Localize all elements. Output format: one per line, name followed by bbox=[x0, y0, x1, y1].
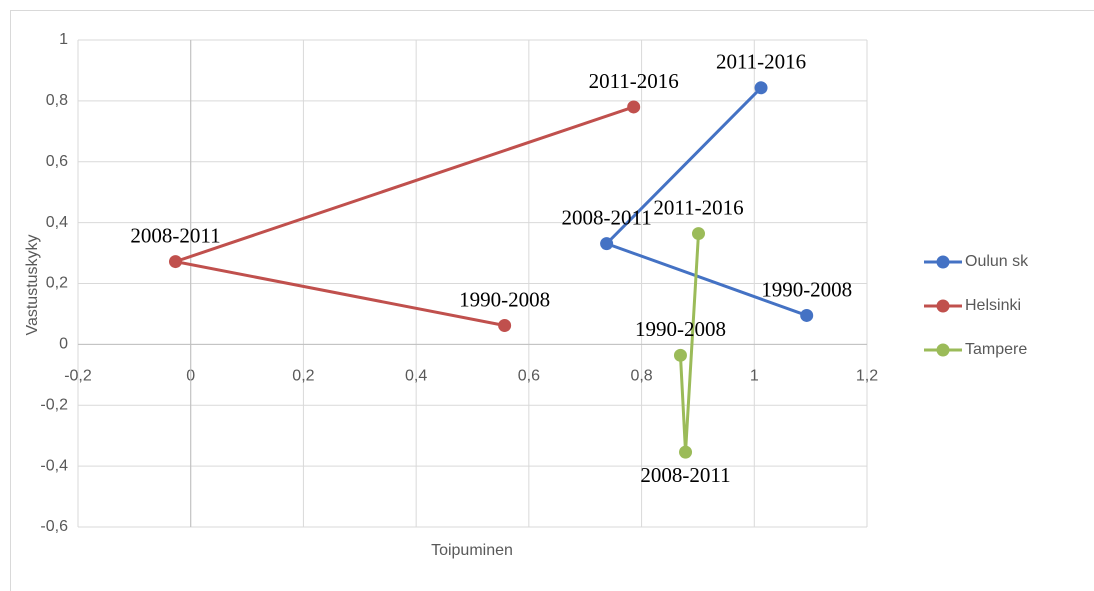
point bbox=[673, 348, 687, 362]
legend-marker bbox=[936, 299, 950, 313]
point-label: 2008-2011 bbox=[640, 463, 730, 487]
x-tick-label: 1,2 bbox=[856, 368, 878, 385]
point bbox=[600, 237, 614, 251]
legend-marker bbox=[936, 343, 950, 357]
point bbox=[754, 81, 768, 95]
x-tick-label: 0,4 bbox=[405, 368, 427, 385]
y-tick-label: 0,4 bbox=[46, 214, 68, 231]
y-tick-label: 0,6 bbox=[46, 153, 68, 170]
y-tick-label: -0,2 bbox=[40, 396, 68, 413]
point bbox=[691, 227, 705, 241]
y-tick-label: 0,2 bbox=[46, 275, 68, 292]
y-axis-title: Vastustuskyky bbox=[24, 234, 41, 335]
x-tick-label: 0,8 bbox=[630, 368, 652, 385]
point-label: 2008-2011 bbox=[130, 223, 220, 247]
series-line bbox=[678, 233, 700, 453]
point-label: 1990-2008 bbox=[459, 287, 550, 311]
point bbox=[679, 445, 693, 459]
legend-label: Helsinki bbox=[965, 297, 1021, 314]
y-tick-label: -0,4 bbox=[40, 457, 68, 474]
y-tick-label: -0,6 bbox=[40, 518, 68, 535]
chart-border bbox=[10, 10, 1094, 591]
x-axis-title: Toipuminen bbox=[431, 542, 513, 559]
point-label: 1990-2008 bbox=[761, 277, 852, 301]
point-label: 2011-2016 bbox=[589, 69, 679, 93]
x-tick-label: 0,2 bbox=[292, 368, 314, 385]
point bbox=[800, 308, 814, 322]
y-tick-label: 0 bbox=[59, 336, 68, 353]
point bbox=[168, 255, 182, 269]
legend-marker bbox=[936, 255, 950, 269]
point bbox=[498, 319, 512, 333]
x-tick-label: -0,2 bbox=[64, 368, 92, 385]
legend-label: Tampere bbox=[965, 341, 1027, 358]
point-label: 2008-2011 bbox=[562, 205, 652, 229]
legend-label: Oulun sk bbox=[965, 253, 1029, 270]
x-tick-label: 1 bbox=[750, 368, 759, 385]
x-tick-label: 0,6 bbox=[518, 368, 540, 385]
point-label: 1990-2008 bbox=[635, 317, 726, 341]
y-tick-label: 0,8 bbox=[46, 92, 68, 109]
point-label: 2011-2016 bbox=[716, 50, 806, 74]
point bbox=[627, 100, 641, 114]
point-label: 2011-2016 bbox=[653, 195, 743, 219]
y-tick-label: 1 bbox=[59, 31, 68, 48]
